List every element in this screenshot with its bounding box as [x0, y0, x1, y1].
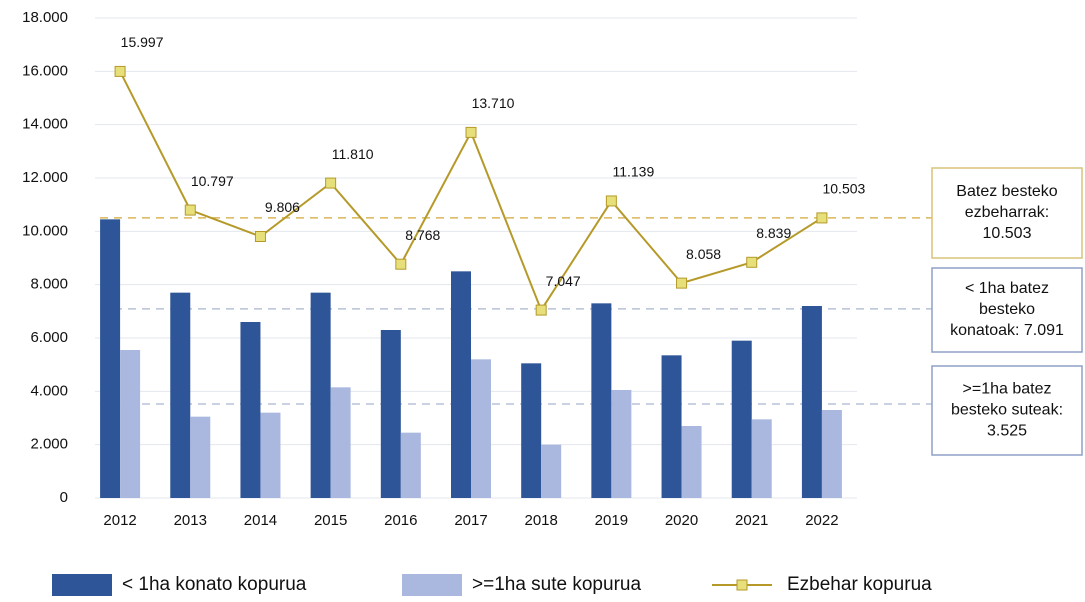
legend-label: < 1ha konato kopurua	[122, 574, 307, 595]
marker	[395, 258, 407, 270]
annotation-text: 3.525	[987, 423, 1027, 440]
marker	[746, 256, 758, 268]
legend-swatch	[402, 574, 462, 596]
bar	[400, 432, 421, 498]
marker	[605, 195, 617, 207]
annotation-box	[931, 267, 1083, 353]
annotation-text: konatoak: 7.091	[950, 322, 1064, 339]
annotation-text: < 1ha batez	[965, 280, 1049, 297]
data-label: 15.997	[121, 34, 164, 50]
annotation-text: 10.503	[983, 225, 1032, 242]
data-label: 9.806	[265, 199, 300, 215]
annotation-box	[931, 167, 1083, 259]
x-tick-label: 2017	[454, 512, 487, 529]
marker	[465, 126, 477, 138]
marker	[325, 177, 337, 189]
bar	[591, 303, 612, 498]
data-label: 8.839	[756, 225, 791, 241]
data-label: 10.797	[191, 173, 234, 189]
legend-label: Ezbehar kopurua	[787, 574, 932, 595]
y-tick-label: 14.000	[22, 116, 68, 133]
y-tick-label: 2.000	[30, 436, 68, 453]
bar	[521, 363, 542, 498]
x-tick-label: 2014	[244, 512, 277, 529]
legend-marker	[736, 579, 748, 591]
bar	[821, 410, 842, 498]
x-tick-label: 2016	[384, 512, 417, 529]
annotation-box	[931, 365, 1083, 456]
y-tick-label: 18.000	[22, 9, 68, 26]
data-label: 8.058	[686, 246, 721, 262]
x-tick-label: 2013	[174, 512, 207, 529]
bar	[611, 390, 632, 498]
y-tick-label: 4.000	[30, 382, 68, 399]
x-tick-label: 2020	[665, 512, 698, 529]
bar	[330, 387, 351, 498]
legend-swatch	[52, 574, 112, 596]
bar	[471, 359, 491, 498]
bar	[100, 219, 121, 499]
x-tick-label: 2015	[314, 512, 347, 529]
legend-label: >=1ha sute kopurua	[472, 574, 641, 595]
x-tick-label: 2019	[595, 512, 628, 529]
data-label: 13.710	[472, 95, 515, 111]
data-label: 11.810	[332, 146, 374, 162]
y-tick-label: 16.000	[22, 62, 68, 79]
marker	[676, 277, 688, 289]
x-tick-label: 2022	[805, 512, 838, 529]
annotation-text: Batez besteko	[956, 183, 1058, 200]
y-tick-label: 0	[60, 489, 68, 506]
marker	[254, 231, 266, 243]
annotation-text: besteko	[979, 301, 1035, 318]
bar	[120, 350, 141, 498]
x-tick-label: 2018	[524, 512, 557, 529]
marker	[114, 65, 126, 77]
data-label: 7.047	[546, 273, 581, 289]
bar	[681, 426, 702, 498]
bar	[661, 355, 682, 498]
bar	[541, 444, 562, 498]
bar	[751, 419, 772, 498]
bar	[380, 330, 401, 498]
marker	[535, 304, 547, 316]
y-tick-label: 8.000	[30, 276, 68, 293]
bar	[240, 322, 261, 498]
y-tick-label: 6.000	[30, 329, 68, 346]
y-tick-label: 12.000	[22, 169, 68, 186]
y-tick-label: 10.000	[22, 222, 68, 239]
annotation-text: besteko suteak:	[951, 402, 1063, 419]
annotation-text: >=1ha batez	[963, 381, 1052, 398]
marker	[184, 204, 196, 216]
bar	[801, 306, 822, 498]
data-label: 11.139	[612, 164, 654, 180]
x-tick-label: 2021	[735, 512, 768, 529]
bar	[190, 416, 211, 498]
bar	[310, 292, 331, 498]
bar	[170, 292, 191, 498]
annotation-text: ezbeharrak:	[965, 204, 1050, 221]
data-label: 8.768	[405, 227, 440, 243]
marker	[816, 212, 828, 224]
bar	[451, 271, 471, 498]
x-tick-label: 2012	[103, 512, 136, 529]
bar	[260, 412, 281, 498]
bar	[731, 340, 752, 498]
data-label: 10.503	[822, 181, 865, 197]
